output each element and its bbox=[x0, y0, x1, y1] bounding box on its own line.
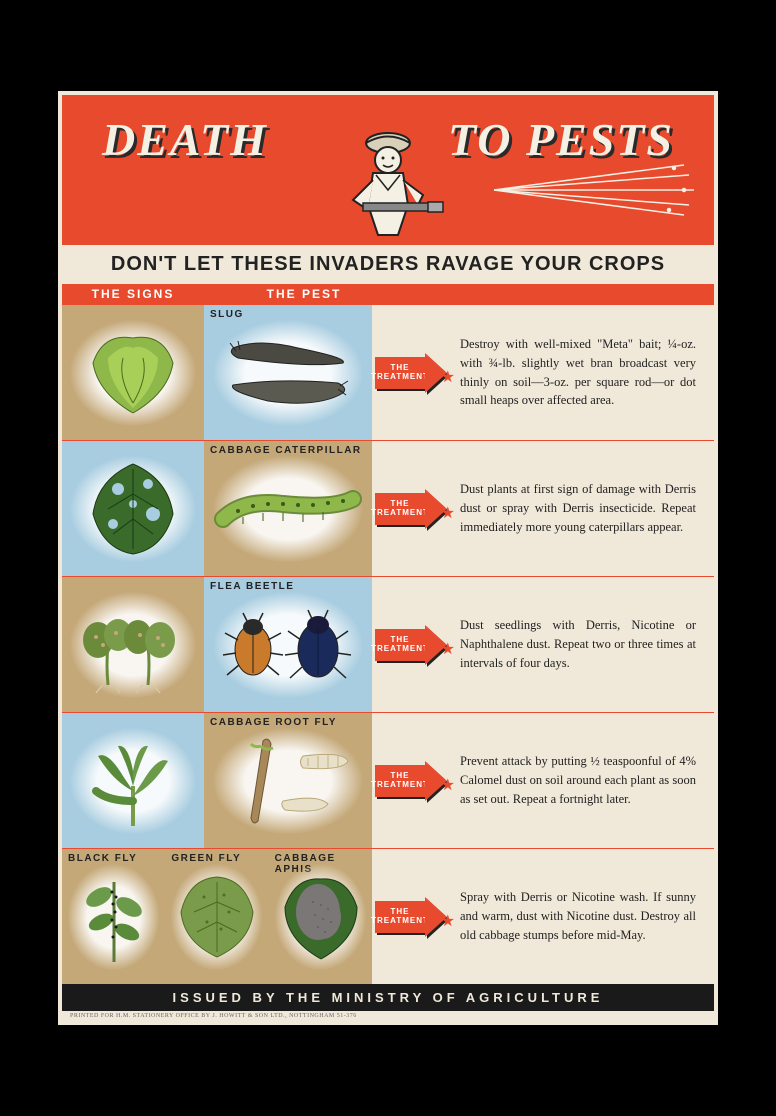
sign-subcell: BLACK FLY bbox=[62, 849, 165, 984]
pest-cell: CABBAGE CATERPILLAR bbox=[204, 441, 372, 576]
sign-cell bbox=[62, 577, 204, 712]
pest-label: GREEN FLY bbox=[171, 853, 241, 864]
wilted-plant-icon bbox=[78, 726, 188, 836]
pest-row: CABBAGE CATERPILLAR THETREATMENT ★ Dust … bbox=[62, 440, 714, 576]
caterpillar-icon bbox=[213, 479, 363, 539]
slug-icon bbox=[218, 323, 358, 423]
root-maggot-icon bbox=[213, 726, 363, 836]
title-word-2: TO PESTS bbox=[448, 113, 674, 166]
treatment-arrow-icon: THETREATMENT ★ bbox=[375, 353, 447, 393]
treatment-text: Destroy with well-mixed "Meta" bait; ¼-o… bbox=[450, 305, 714, 440]
treatment-arrow-icon: THETREATMENT ★ bbox=[375, 761, 447, 801]
treatment-text: Prevent attack by putting ½ teaspoonful … bbox=[450, 713, 714, 848]
arrow-cell: THETREATMENT ★ bbox=[372, 305, 450, 440]
pest-label: SLUG bbox=[210, 309, 244, 320]
combined-signs-cell: BLACK FLY GREEN FLY bbox=[62, 849, 372, 984]
fine-print: PRINTED FOR H.M. STATIONERY OFFICE BY J.… bbox=[62, 1011, 714, 1021]
arrow-cell: THETREATMENT ★ bbox=[372, 849, 450, 984]
blackfly-plant-icon bbox=[69, 862, 159, 972]
sign-cell bbox=[62, 305, 204, 440]
treatment-arrow-icon: THETREATMENT ★ bbox=[375, 625, 447, 665]
spray-lines-icon bbox=[494, 160, 694, 220]
seedling-holes-icon bbox=[78, 595, 188, 695]
arrow-cell: THETREATMENT ★ bbox=[372, 577, 450, 712]
sign-subcell: CABBAGE APHIS bbox=[269, 849, 372, 984]
pest-row: CABBAGE ROOT FLY THETREATMENT ★ Prevent … bbox=[62, 712, 714, 848]
beetle-icon bbox=[213, 595, 363, 695]
eaten-leaf-icon bbox=[78, 454, 188, 564]
sign-cell bbox=[62, 713, 204, 848]
pest-row: SLUG THETREATMENT ★ Destroy with well-mi… bbox=[62, 304, 714, 440]
arrow-cell: THETREATMENT ★ bbox=[372, 713, 450, 848]
pest-cell: SLUG bbox=[204, 305, 372, 440]
cabbage-aphis-icon bbox=[273, 867, 368, 967]
poster: DEATH TO PESTS DON'T LET TH bbox=[58, 91, 718, 1025]
sign-subcell: GREEN FLY bbox=[165, 849, 268, 984]
title-word-1: DEATH bbox=[102, 113, 268, 166]
treatment-text: Spray with Derris or Nicotine wash. If s… bbox=[450, 849, 714, 984]
treatment-arrow-icon: THETREATMENT ★ bbox=[375, 489, 447, 529]
pest-cell: FLEA BEETLE bbox=[204, 577, 372, 712]
pest-row: FLEA BEETLE THETREATMENT ★ D bbox=[62, 576, 714, 712]
treatment-text: Dust seedlings with Derris, Nicotine or … bbox=[450, 577, 714, 712]
pest-row: BLACK FLY GREEN FLY bbox=[62, 848, 714, 984]
subtitle: DON'T LET THESE INVADERS RAVAGE YOUR CRO… bbox=[62, 245, 714, 284]
soldier-sprayer-icon bbox=[328, 125, 448, 240]
header-band: DEATH TO PESTS bbox=[62, 95, 714, 245]
treatment-arrow-icon: THETREATMENT ★ bbox=[375, 897, 447, 937]
sign-cell bbox=[62, 441, 204, 576]
header-signs: THE SIGNS bbox=[62, 287, 204, 301]
header-pest: THE PEST bbox=[204, 287, 374, 301]
treatment-text: Dust plants at first sign of damage with… bbox=[450, 441, 714, 576]
lettuce-icon bbox=[78, 323, 188, 423]
arrow-cell: THETREATMENT ★ bbox=[372, 441, 450, 576]
greenfly-leaf-icon bbox=[169, 867, 264, 967]
column-headers: THE SIGNS THE PEST bbox=[62, 284, 714, 304]
footer: ISSUED BY THE MINISTRY OF AGRICULTURE bbox=[62, 984, 714, 1011]
pest-cell: CABBAGE ROOT FLY bbox=[204, 713, 372, 848]
